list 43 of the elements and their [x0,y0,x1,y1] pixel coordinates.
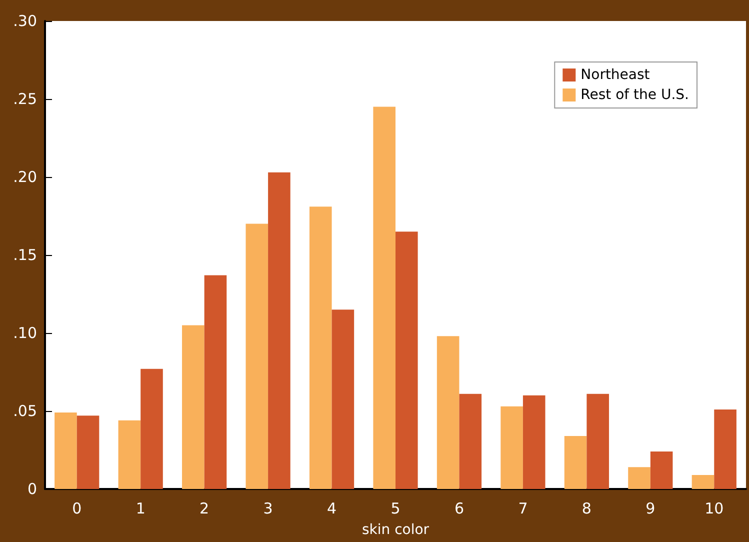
x-tick-label: 1 [136,500,146,518]
bar [373,106,396,489]
bar [76,416,100,489]
bar [54,412,77,489]
bar [140,368,163,489]
bar [204,275,227,489]
y-tick-label: .05 [13,402,37,420]
x-tick-label: 0 [72,500,82,518]
legend-label: Northeast [580,67,650,83]
bar [246,224,268,489]
bar [309,206,332,489]
legend-label: Rest of the U.S. [580,87,690,103]
bar [564,436,587,489]
y-tick-label: .30 [13,12,37,30]
bar [500,406,523,489]
bar [459,394,482,489]
x-tick-label: 2 [200,500,210,518]
bar [650,452,673,489]
y-tick-label: 0 [27,480,37,498]
x-axis-title: skin color [362,522,430,538]
bar [692,474,714,489]
x-tick-label: 5 [390,500,400,518]
y-tick-label: .25 [13,90,37,108]
bar [522,395,546,489]
bar [714,409,736,489]
x-tick-label: 8 [582,500,592,518]
y-tick-label: .10 [13,324,37,342]
bar [436,336,460,489]
bar [628,467,650,489]
x-tick-label: 6 [454,500,464,518]
bar [268,172,290,489]
x-tick-label: 7 [518,500,528,518]
bar [586,394,609,489]
bar [396,232,418,489]
bar [118,420,141,489]
x-tick-label: 9 [646,500,656,518]
bar [332,310,354,489]
y-tick-label: .20 [13,168,37,186]
bar [182,325,204,489]
x-tick-label: 10 [704,500,724,518]
x-tick-label: 4 [327,500,337,518]
y-tick-label: .15 [13,246,37,264]
x-tick-label: 3 [263,500,273,518]
